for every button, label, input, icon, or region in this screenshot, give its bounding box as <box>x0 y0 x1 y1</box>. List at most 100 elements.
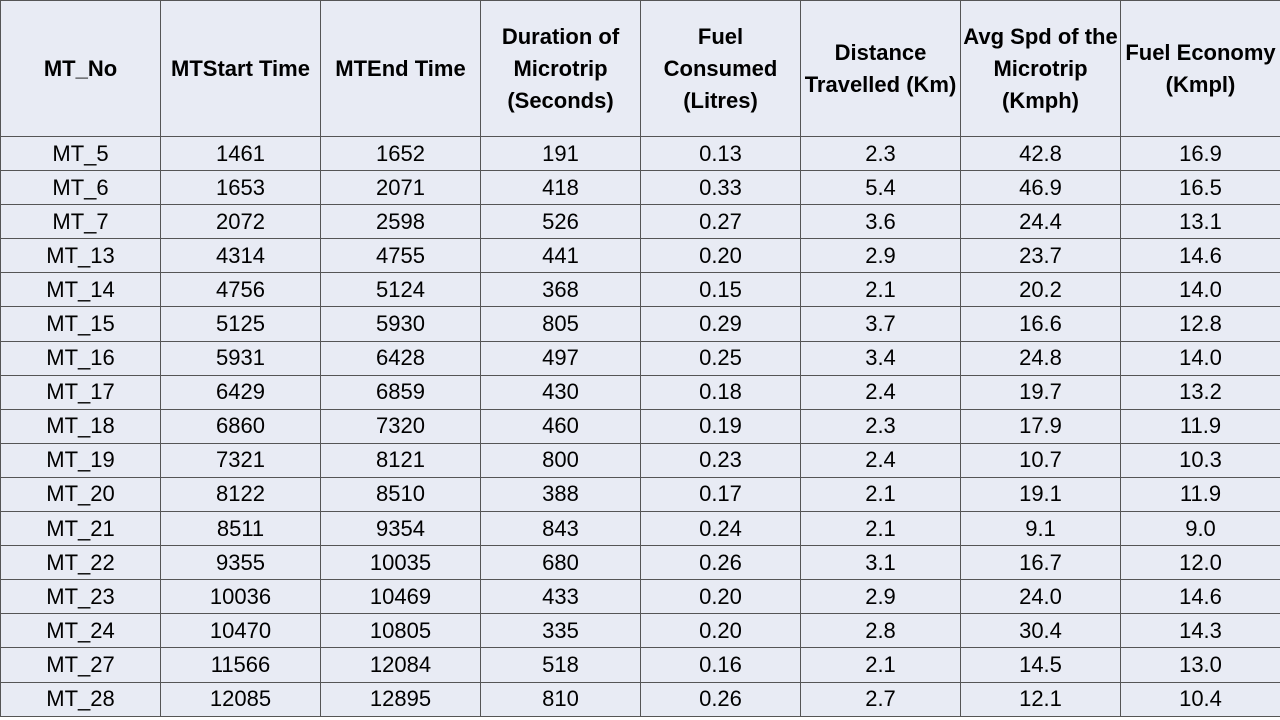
table-row: MT_23 10036 10469 433 0.20 2.9 24.0 14.6 <box>0 579 1280 615</box>
cell-fuel-consumed: 0.17 <box>640 476 801 513</box>
cell-distance: 2.4 <box>800 374 961 410</box>
cell-duration: 460 <box>480 408 641 444</box>
header-label: Distance Travelled (Km) <box>804 39 957 97</box>
cell-avg-speed: 24.4 <box>960 204 1121 240</box>
cell-duration: 418 <box>480 170 641 206</box>
header-label: Fuel Economy (Kmpl) <box>1125 39 1276 97</box>
cell-fuel-economy: 14.3 <box>1120 613 1280 649</box>
cell-start-time: 10036 <box>160 579 321 615</box>
cell-mt-no: MT_28 <box>0 681 161 717</box>
cell-avg-speed: 9.1 <box>960 511 1121 547</box>
cell-avg-speed: 30.4 <box>960 613 1121 649</box>
cell-duration: 433 <box>480 579 641 615</box>
header-label: MTEnd Time <box>335 55 466 81</box>
cell-fuel-consumed: 0.26 <box>640 681 801 717</box>
cell-avg-speed: 17.9 <box>960 408 1121 444</box>
cell-duration: 441 <box>480 238 641 274</box>
cell-fuel-economy: 13.0 <box>1120 647 1280 683</box>
cell-fuel-economy: 12.0 <box>1120 545 1280 581</box>
cell-fuel-consumed: 0.16 <box>640 647 801 683</box>
cell-end-time: 1652 <box>320 135 481 172</box>
header-end-time: MTEnd Time <box>320 0 481 137</box>
cell-end-time: 2071 <box>320 170 481 206</box>
cell-mt-no: MT_13 <box>0 238 161 274</box>
table-row: MT_7 2072 2598 526 0.27 3.6 24.4 13.1 <box>0 204 1280 240</box>
cell-avg-speed: 46.9 <box>960 170 1121 206</box>
cell-end-time: 8121 <box>320 442 481 478</box>
cell-fuel-economy: 10.4 <box>1120 681 1280 717</box>
cell-distance: 3.7 <box>800 306 961 342</box>
cell-distance: 2.1 <box>800 272 961 308</box>
cell-mt-no: MT_6 <box>0 170 161 206</box>
cell-duration: 843 <box>480 511 641 547</box>
cell-avg-speed: 16.7 <box>960 545 1121 581</box>
cell-mt-no: MT_22 <box>0 545 161 581</box>
cell-fuel-economy: 16.9 <box>1120 135 1280 172</box>
cell-duration: 497 <box>480 340 641 376</box>
cell-duration: 680 <box>480 545 641 581</box>
header-label: Duration of Microtrip (Seconds) <box>501 23 620 113</box>
cell-fuel-consumed: 0.24 <box>640 511 801 547</box>
cell-start-time: 6429 <box>160 374 321 410</box>
table-row: MT_14 4756 5124 368 0.15 2.1 20.2 14.0 <box>0 272 1280 308</box>
cell-mt-no: MT_18 <box>0 408 161 444</box>
cell-distance: 2.4 <box>800 442 961 478</box>
cell-start-time: 4314 <box>160 238 321 274</box>
cell-mt-no: MT_24 <box>0 613 161 649</box>
cell-mt-no: MT_16 <box>0 340 161 376</box>
cell-duration: 810 <box>480 681 641 717</box>
cell-start-time: 8511 <box>160 511 321 547</box>
table-row: MT_15 5125 5930 805 0.29 3.7 16.6 12.8 <box>0 306 1280 342</box>
cell-mt-no: MT_27 <box>0 647 161 683</box>
cell-distance: 2.1 <box>800 647 961 683</box>
cell-distance: 2.3 <box>800 408 961 444</box>
cell-duration: 805 <box>480 306 641 342</box>
header-row: MT_No MTStart Time MTEnd Time Duration o… <box>0 0 1280 137</box>
cell-fuel-consumed: 0.29 <box>640 306 801 342</box>
cell-end-time: 12895 <box>320 681 481 717</box>
cell-start-time: 1653 <box>160 170 321 206</box>
cell-avg-speed: 19.1 <box>960 476 1121 513</box>
header-distance: Distance Travelled (Km) <box>800 0 961 137</box>
header-mt-no: MT_No <box>0 0 161 137</box>
cell-end-time: 7320 <box>320 408 481 444</box>
cell-duration: 800 <box>480 442 641 478</box>
cell-fuel-consumed: 0.15 <box>640 272 801 308</box>
table-row: MT_27 11566 12084 518 0.16 2.1 14.5 13.0 <box>0 647 1280 683</box>
cell-start-time: 9355 <box>160 545 321 581</box>
cell-distance: 2.9 <box>800 579 961 615</box>
cell-fuel-consumed: 0.23 <box>640 442 801 478</box>
cell-distance: 2.8 <box>800 613 961 649</box>
cell-start-time: 11566 <box>160 647 321 683</box>
cell-end-time: 5930 <box>320 306 481 342</box>
cell-duration: 430 <box>480 374 641 410</box>
cell-avg-speed: 16.6 <box>960 306 1121 342</box>
cell-fuel-consumed: 0.18 <box>640 374 801 410</box>
table-header: MT_No MTStart Time MTEnd Time Duration o… <box>0 0 1280 137</box>
cell-duration: 335 <box>480 613 641 649</box>
header-label: Avg Spd of the Microtrip (Kmph) <box>963 23 1118 113</box>
table-row: MT_19 7321 8121 800 0.23 2.4 10.7 10.3 <box>0 442 1280 478</box>
cell-fuel-economy: 13.2 <box>1120 374 1280 410</box>
cell-avg-speed: 23.7 <box>960 238 1121 274</box>
cell-start-time: 10470 <box>160 613 321 649</box>
table-row: MT_22 9355 10035 680 0.26 3.1 16.7 12.0 <box>0 545 1280 581</box>
header-duration: Duration of Microtrip (Seconds) <box>480 0 641 137</box>
cell-duration: 526 <box>480 204 641 240</box>
cell-fuel-consumed: 0.13 <box>640 135 801 172</box>
cell-end-time: 6859 <box>320 374 481 410</box>
cell-avg-speed: 24.0 <box>960 579 1121 615</box>
header-label: MTStart Time <box>171 55 310 81</box>
cell-distance: 2.1 <box>800 476 961 513</box>
cell-fuel-consumed: 0.27 <box>640 204 801 240</box>
cell-end-time: 12084 <box>320 647 481 683</box>
cell-duration: 191 <box>480 135 641 172</box>
table-row: MT_17 6429 6859 430 0.18 2.4 19.7 13.2 <box>0 374 1280 410</box>
cell-start-time: 1461 <box>160 135 321 172</box>
cell-mt-no: MT_5 <box>0 135 161 172</box>
cell-avg-speed: 24.8 <box>960 340 1121 376</box>
cell-fuel-consumed: 0.20 <box>640 579 801 615</box>
header-fuel-economy: Fuel Economy (Kmpl) <box>1120 0 1280 137</box>
cell-start-time: 2072 <box>160 204 321 240</box>
cell-avg-speed: 14.5 <box>960 647 1121 683</box>
